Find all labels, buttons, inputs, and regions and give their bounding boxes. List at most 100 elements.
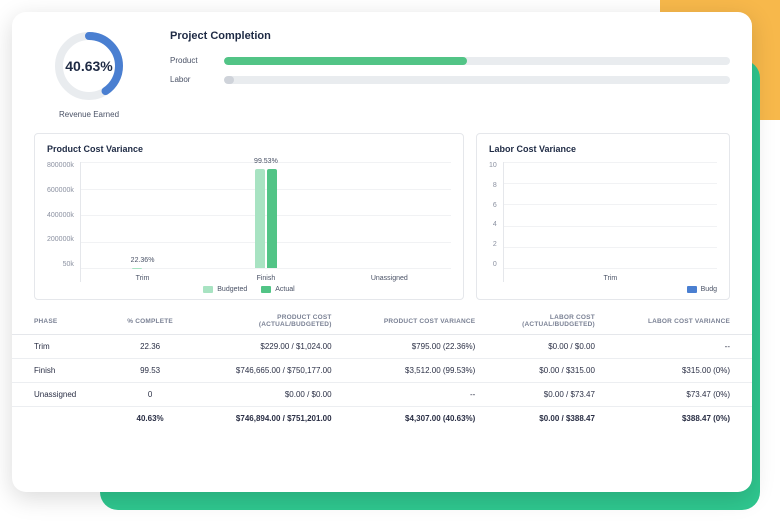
bar-actual [267, 169, 277, 268]
col-header: PHASE [12, 308, 108, 335]
table-header: PHASE% COMPLETEPRODUCT COST (ACTUAL/BUDG… [12, 308, 752, 335]
summary-row: 40.63% Revenue Earned Project Completion… [12, 30, 752, 119]
col-header: LABOR COST VARIANCE [605, 308, 752, 335]
chart-body: 800000k 600000k 400000k 200000k 50k 22.36% Tr… [47, 162, 451, 282]
table-cell: $795.00 (22.36%) [342, 335, 486, 359]
revenue-gauge: 40.63% Revenue Earned [34, 30, 144, 119]
chart-title: Product Cost Variance [47, 144, 451, 154]
table-cell: $0.00 / $0.00 [192, 383, 341, 407]
table-cell: 99.53 [108, 359, 193, 383]
gauge-caption: Revenue Earned [59, 110, 119, 119]
y-tick: 200000k [47, 236, 74, 243]
table-cell: $315.00 (0%) [605, 359, 752, 383]
completion-title: Project Completion [170, 30, 730, 42]
table-cell: $0.00 / $73.47 [485, 383, 605, 407]
table-cell: Unassigned [12, 383, 108, 407]
table-row: Trim22.36$229.00 / $1,024.00$795.00 (22.… [12, 335, 752, 359]
y-axis: 800000k 600000k 400000k 200000k 50k [47, 162, 80, 282]
table-cell: Finish [12, 359, 108, 383]
y-tick: 8 [493, 182, 497, 189]
y-tick: 4 [493, 221, 497, 228]
table-cell: 0 [108, 383, 193, 407]
table-cell: $0.00 / $388.47 [485, 407, 605, 431]
x-label: Unassigned [371, 275, 408, 282]
y-tick: 0 [493, 261, 497, 268]
table-cell: -- [342, 383, 486, 407]
charts-row: Product Cost Variance 800000k 600000k 4000… [12, 119, 752, 308]
legend-label: Actual [275, 286, 294, 293]
plot-area: 22.36% Trim 99.53%Finish Unassigned [80, 162, 451, 282]
labor-cost-variance-chart: Labor Cost Variance 10 8 6 4 2 0 Trim Budg [476, 133, 730, 300]
table-cell: Trim [12, 335, 108, 359]
table-cell: $4,307.00 (40.63%) [342, 407, 486, 431]
category-unassigned: Unassigned [328, 162, 451, 282]
y-axis: 10 8 6 4 2 0 [489, 162, 503, 282]
category-trim: Trim [504, 162, 717, 282]
y-tick: 400000k [47, 212, 74, 219]
table-cell: $746,894.00 / $751,201.00 [192, 407, 341, 431]
x-axis: Trim [504, 162, 717, 282]
progress-fill [224, 76, 234, 84]
table-cell: $388.47 (0%) [605, 407, 752, 431]
bar-percent-label: 99.53% [254, 158, 278, 165]
table-cell: $0.00 / $315.00 [485, 359, 605, 383]
table-cell: $229.00 / $1,024.00 [192, 335, 341, 359]
table-cell: $0.00 / $0.00 [485, 335, 605, 359]
bar-group [255, 169, 277, 268]
legend-label: Budg [701, 286, 717, 293]
x-label: Trim [604, 275, 618, 282]
progress-label: Labor [170, 75, 210, 84]
table-cell: 40.63% [108, 407, 193, 431]
table-cell [12, 407, 108, 431]
chart-legend: Budg [489, 286, 717, 293]
col-header: LABOR COST (ACTUAL/BUDGETED) [485, 308, 605, 335]
chart-title: Labor Cost Variance [489, 144, 717, 154]
table-cell: 22.36 [108, 335, 193, 359]
plot-area: Trim [503, 162, 717, 282]
legend-budgeted: Budgeted [203, 286, 247, 293]
y-tick: 2 [493, 241, 497, 248]
category-trim: 22.36% Trim [81, 162, 204, 282]
legend-budgeted: Budg [687, 286, 717, 293]
bar-percent-label: 22.36% [131, 257, 155, 264]
col-header: PRODUCT COST (ACTUAL/BUDGETED) [192, 308, 341, 335]
progress-label: Product [170, 56, 210, 65]
x-label: Finish [257, 275, 276, 282]
progress-row: Product [170, 56, 730, 65]
x-label: Trim [136, 275, 150, 282]
swatch-icon [261, 286, 271, 293]
table-cell: $73.47 (0%) [605, 383, 752, 407]
legend-label: Budgeted [217, 286, 247, 293]
table-cell: -- [605, 335, 752, 359]
progress-row: Labor [170, 75, 730, 84]
gauge-donut: 40.63% [53, 30, 125, 102]
swatch-icon [687, 286, 697, 293]
progress-track [224, 76, 730, 84]
col-header: % COMPLETE [108, 308, 193, 335]
y-tick: 6 [493, 202, 497, 209]
table-body: Trim22.36$229.00 / $1,024.00$795.00 (22.… [12, 335, 752, 431]
progress-track [224, 57, 730, 65]
table-cell: $3,512.00 (99.53%) [342, 359, 486, 383]
x-axis: 22.36% Trim 99.53%Finish Unassigned [81, 162, 451, 282]
swatch-icon [203, 286, 213, 293]
gauge-value: 40.63% [65, 58, 112, 74]
y-tick: 600000k [47, 187, 74, 194]
product-cost-variance-chart: Product Cost Variance 800000k 600000k 4000… [34, 133, 464, 300]
chart-body: 10 8 6 4 2 0 Trim [489, 162, 717, 282]
dashboard-card: 40.63% Revenue Earned Project Completion… [12, 12, 752, 492]
chart-legend: Budgeted Actual [47, 286, 451, 293]
legend-actual: Actual [261, 286, 294, 293]
y-tick: 50k [63, 261, 74, 268]
table-total-row: 40.63%$746,894.00 / $751,201.00$4,307.00… [12, 407, 752, 431]
bar-budgeted [255, 169, 265, 268]
project-completion: Project Completion Product Labor [170, 30, 730, 94]
progress-fill [224, 57, 467, 65]
table-row: Unassigned0$0.00 / $0.00--$0.00 / $73.47… [12, 383, 752, 407]
col-header: PRODUCT COST VARIANCE [342, 308, 486, 335]
table-cell: $746,665.00 / $750,177.00 [192, 359, 341, 383]
y-tick: 10 [489, 162, 497, 169]
table-row: Finish99.53$746,665.00 / $750,177.00$3,5… [12, 359, 752, 383]
y-tick: 800000k [47, 162, 74, 169]
category-finish: 99.53%Finish [204, 162, 327, 282]
